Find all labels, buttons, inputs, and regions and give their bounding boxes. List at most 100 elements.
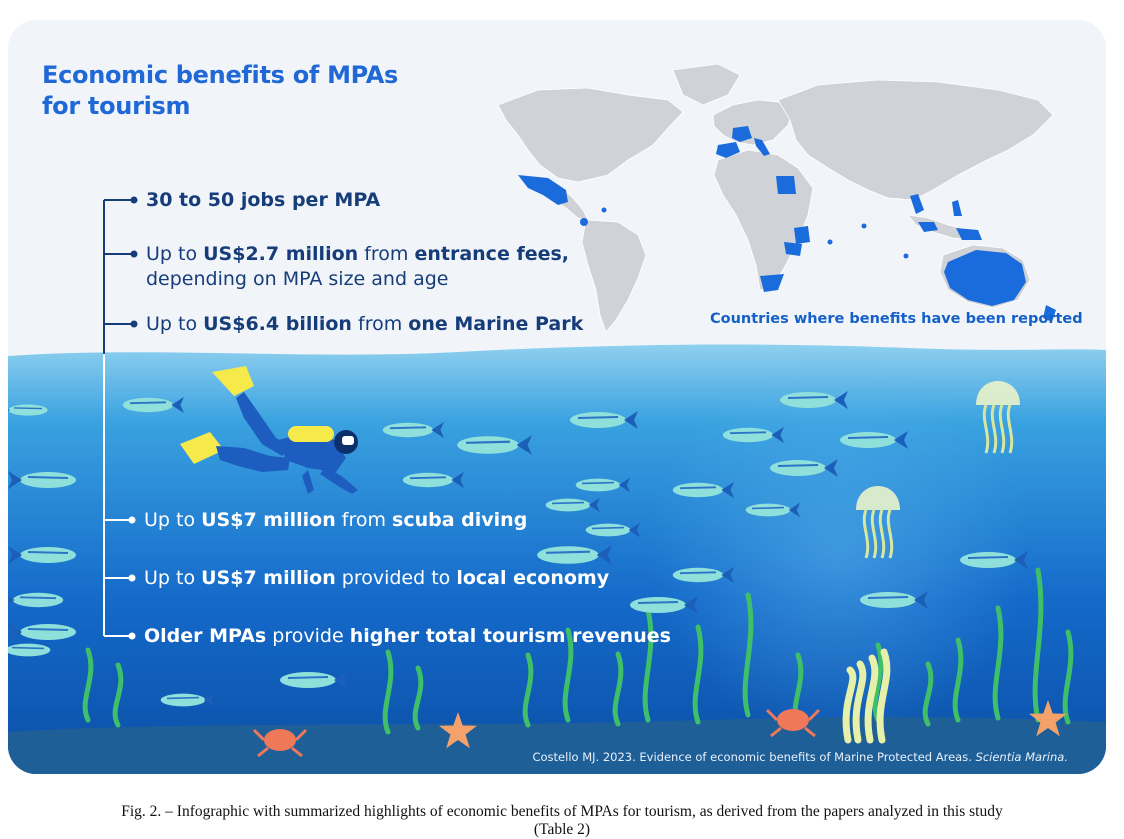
country-dot <box>827 239 833 245</box>
fish-stripe <box>679 486 717 490</box>
crab-icon <box>264 729 296 751</box>
marine-life <box>8 381 1074 758</box>
bullet-text: 30 to 50 jobs per MPA <box>146 189 380 211</box>
bullet-part: US$7 million <box>201 509 336 531</box>
bullet-part: Up to <box>146 313 204 335</box>
figure-caption-line-2: (Table 2) <box>533 821 591 838</box>
fish-icon <box>630 596 698 614</box>
fish-body <box>585 523 631 537</box>
fish-tail <box>894 431 908 449</box>
fish-icon <box>960 551 1028 569</box>
fish-body <box>860 592 916 608</box>
fish-tail <box>824 459 838 477</box>
country-philippines <box>952 200 962 216</box>
country-france <box>732 126 752 142</box>
world-map <box>497 63 1057 333</box>
fish-body <box>575 478 621 492</box>
figure-caption-line-1: Fig. 2. – Infographic with summarized hi… <box>121 803 1003 820</box>
fish-body <box>722 427 774 443</box>
jellyfish-icon <box>976 381 1020 405</box>
fish-body <box>20 624 76 640</box>
diver-fin-lower <box>180 432 224 464</box>
fish-tail <box>431 421 444 439</box>
diver-body <box>278 432 346 472</box>
fish-icon <box>672 481 734 499</box>
fish-icon <box>382 421 444 439</box>
country-dot <box>861 223 867 229</box>
seaweed-icon <box>742 592 754 718</box>
fish-tail <box>1014 551 1028 569</box>
bullet-part: scuba diving <box>392 509 528 531</box>
fish-stripe <box>591 526 625 530</box>
fish-body <box>840 432 896 448</box>
fish-stripe <box>129 401 167 405</box>
fish-body <box>12 592 64 608</box>
fish-stripe <box>581 481 615 485</box>
scuba-diver-illustration <box>180 366 358 494</box>
fish-icon <box>280 671 348 689</box>
fish-tail <box>516 435 532 455</box>
fish-tail <box>588 497 600 513</box>
country-south-africa <box>760 274 784 292</box>
diver <box>180 366 358 494</box>
seaweed-icon <box>382 649 394 735</box>
fish-stripe <box>577 416 619 419</box>
fish-tail <box>8 408 10 412</box>
fish-tail <box>451 471 464 489</box>
fish-tail <box>618 477 630 493</box>
diver-mask <box>342 436 354 445</box>
fish-tail <box>684 596 698 614</box>
jellyfish-tentacle <box>1006 404 1014 454</box>
fish-stripe <box>867 596 909 599</box>
starfish-icon <box>1029 700 1067 737</box>
fish-icon <box>780 391 848 409</box>
seaweed-icon <box>692 624 704 725</box>
fish-stripe <box>11 646 45 650</box>
diver-leg-upper <box>236 392 290 456</box>
fish-stripe <box>545 550 591 554</box>
fish-icon <box>575 477 630 493</box>
country-new-zealand <box>1043 305 1056 322</box>
country-dot <box>601 207 607 213</box>
country-spain <box>716 142 740 158</box>
bullet-dot <box>128 574 136 582</box>
fish-tail <box>721 481 734 499</box>
fish-stripe <box>389 426 427 430</box>
fish-icon <box>840 431 908 449</box>
fish-body <box>382 422 434 438</box>
fish-tail <box>8 471 22 489</box>
fish-body <box>780 392 836 408</box>
fish-body <box>770 460 826 476</box>
fish-icon <box>722 426 784 444</box>
bullet-part: from <box>335 509 393 531</box>
bullet-dot <box>128 516 136 524</box>
seaweed-icon <box>612 651 624 727</box>
fish-body <box>672 482 724 498</box>
fish-stripe <box>27 551 69 554</box>
seaweed-icon <box>922 661 934 727</box>
bullet-jobs: 30 to 50 jobs per MPA <box>146 188 380 213</box>
fish-tail <box>771 426 784 444</box>
bullet-second-line: depending on MPA size and age <box>146 268 449 290</box>
diver-tank <box>288 426 334 442</box>
fish-stripe <box>166 696 200 700</box>
land-asia <box>777 79 1054 201</box>
fish-body <box>570 412 626 428</box>
fish-tail <box>8 546 22 564</box>
fish-body <box>122 397 174 413</box>
fish-stripe <box>847 436 889 439</box>
figure-caption: Fig. 2. – Infographic with summarized hi… <box>0 803 1124 839</box>
fish-stripe <box>409 476 447 480</box>
fish-tail <box>721 566 734 584</box>
credit-journal: Scientia Marina. <box>975 750 1068 764</box>
jellyfish-icon <box>856 486 900 510</box>
coral-icon <box>842 666 857 744</box>
fish-icon <box>770 459 838 477</box>
fish-tail <box>203 692 215 708</box>
country-australia <box>944 250 1026 306</box>
bullet-entrance-fees: Up to US$2.7 million from entrance fees,… <box>146 242 569 292</box>
seaweed-icon <box>82 647 94 723</box>
fish-icon <box>570 411 638 429</box>
crab-legs <box>765 708 821 738</box>
fish-stripe <box>777 464 819 467</box>
